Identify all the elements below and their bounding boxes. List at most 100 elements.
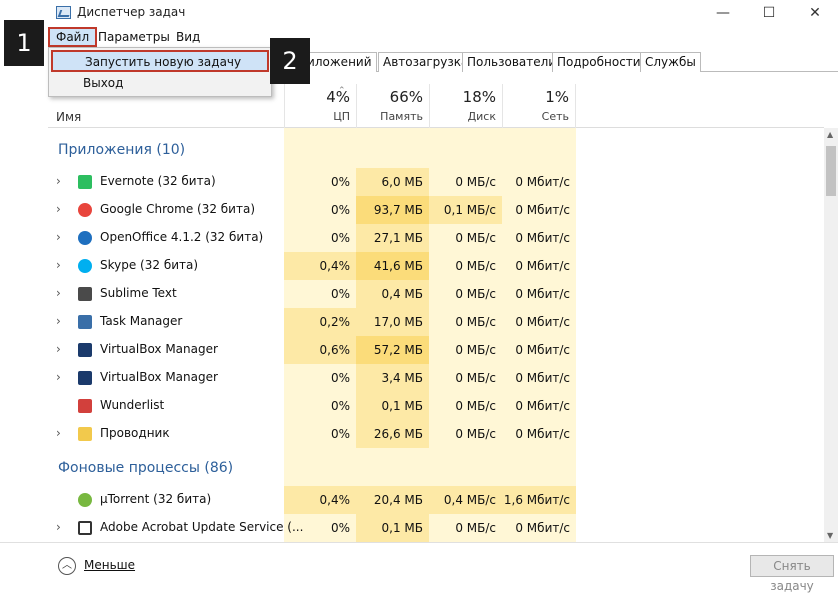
cell-mem: 20,4 МБ <box>356 486 429 514</box>
cell-mem: 17,0 МБ <box>356 308 429 336</box>
scrollbar[interactable]: ▲ ▼ <box>824 128 838 542</box>
cpu-total: 4% <box>326 88 350 106</box>
network-total: 1% <box>545 88 569 106</box>
table-row[interactable]: › Skype (32 бита) 0,4% 41,6 МБ 0 МБ/с 0 Мбит/… <box>48 252 824 280</box>
maximize-button[interactable]: ☐ <box>762 5 776 21</box>
disk-label: Диск <box>467 110 496 123</box>
table-row[interactable]: › Adobe Acrobat Update Service (... 0% 0,1 … <box>48 514 824 542</box>
cell-net: 0 Мбит/с <box>515 231 570 245</box>
minimize-button[interactable]: — <box>716 5 730 21</box>
chevron-right-icon[interactable]: › <box>56 314 61 328</box>
table-row[interactable]: µTorrent (32 бита) 0,4% 20,4 МБ 0,4 МБ/с 1,6… <box>48 486 824 514</box>
table-row[interactable]: › VirtualBox Manager 0% 3,4 МБ 0 МБ/с 0 Мбит/… <box>48 364 824 392</box>
table-row[interactable]: › OpenOffice 4.1.2 (32 бита) 0% 27,1 МБ 0 МБ… <box>48 224 824 252</box>
cell-mem: 6,0 МБ <box>356 168 429 196</box>
table-row[interactable]: › VirtualBox Manager 0,6% 57,2 МБ 0 МБ/с 0 Мб… <box>48 336 824 364</box>
sublime-icon <box>78 287 92 301</box>
task-manager-icon <box>56 6 71 19</box>
cell-disk: 0 МБ/с <box>455 521 496 535</box>
cell-mem: 27,1 МБ <box>356 224 429 252</box>
cell-net: 0 Мбит/с <box>515 371 570 385</box>
cell-cpu: 0,4% <box>284 486 356 514</box>
chevron-right-icon[interactable]: › <box>56 426 61 440</box>
scroll-down-icon[interactable]: ▼ <box>827 531 834 540</box>
column-network[interactable]: 1% Сеть <box>502 84 576 128</box>
cell-net: 0 Мбит/с <box>515 203 570 217</box>
cell-net: 0 Мбит/с <box>515 259 570 273</box>
column-cpu[interactable]: 4% ЦП <box>284 84 356 128</box>
cell-disk: 0 МБ/с <box>455 371 496 385</box>
cell-net: 0 Мбит/с <box>515 343 570 357</box>
chevron-right-icon[interactable]: › <box>56 286 61 300</box>
tab-startup[interactable]: Автозагрузка <box>378 52 474 72</box>
column-name[interactable]: Имя <box>56 110 82 124</box>
chrome-icon <box>78 203 92 217</box>
cell-mem: 0,4 МБ <box>356 280 429 308</box>
wunderlist-icon <box>78 399 92 413</box>
chevron-right-icon[interactable]: › <box>56 174 61 188</box>
cell-cpu: 0% <box>330 371 350 385</box>
table-row[interactable]: › Task Manager 0,2% 17,0 МБ 0 МБ/с 0 Мбит/с <box>48 308 824 336</box>
run-new-task-item[interactable]: Запустить новую задачу <box>51 50 269 72</box>
chevron-right-icon[interactable]: › <box>56 230 61 244</box>
group-background[interactable]: Фоновые процессы (86) <box>58 460 234 476</box>
cell-disk: 0 МБ/с <box>455 175 496 189</box>
table-row[interactable]: › Sublime Text 0% 0,4 МБ 0 МБ/с 0 Мбит/с <box>48 280 824 308</box>
task-manager-icon <box>78 315 92 329</box>
cell-net: 0 Мбит/с <box>515 175 570 189</box>
cell-mem: 0,1 МБ <box>356 514 429 542</box>
cell-cpu: 0% <box>330 399 350 413</box>
table-row[interactable]: › Evernote (32 бита) 0% 6,0 МБ 0 МБ/с 0 Мбит/… <box>48 168 824 196</box>
cell-disk: 0 МБ/с <box>455 287 496 301</box>
menu-view[interactable]: Вид <box>176 30 201 44</box>
chevron-right-icon[interactable]: › <box>56 520 61 534</box>
cell-cpu: 0% <box>330 231 350 245</box>
cell-disk: 0,4 МБ/с <box>429 486 502 514</box>
column-memory[interactable]: 66% Память <box>356 84 429 128</box>
chevron-right-icon[interactable]: › <box>56 202 61 216</box>
scroll-up-icon[interactable]: ▲ <box>827 130 834 139</box>
table-row[interactable]: Wunderlist 0% 0,1 МБ 0 МБ/с 0 Мбит/с <box>48 392 824 420</box>
cell-net: 0 Мбит/с <box>515 427 570 441</box>
column-disk[interactable]: 18% Диск <box>429 84 502 128</box>
process-name: µTorrent (32 бита) <box>100 492 212 506</box>
menu-options[interactable]: Параметры <box>98 30 170 44</box>
virtualbox-icon <box>78 371 92 385</box>
tab-services[interactable]: Службы <box>640 52 701 72</box>
process-name: VirtualBox Manager <box>100 342 218 356</box>
chevron-up-icon[interactable]: ︿ <box>58 557 76 575</box>
cell-cpu: 0% <box>330 175 350 189</box>
memory-label: Память <box>380 110 423 123</box>
cell-net: 0 Мбит/с <box>515 287 570 301</box>
cell-mem: 57,2 МБ <box>356 336 429 364</box>
end-task-button[interactable]: Снять задачу <box>750 555 834 593</box>
chevron-right-icon[interactable]: › <box>56 342 61 356</box>
menu-bar: Файл Параметры Вид <box>0 27 838 47</box>
process-name: Evernote (32 бита) <box>100 174 216 188</box>
tab-details[interactable]: Подробности <box>552 52 646 72</box>
cell-disk: 0 МБ/с <box>455 259 496 273</box>
chevron-right-icon[interactable]: › <box>56 370 61 384</box>
tab-users[interactable]: Пользователи <box>462 52 562 72</box>
fewer-details-link[interactable]: Меньше <box>84 558 136 572</box>
column-header: ⌃ Имя 4% ЦП 66% Память 18% Диск 1% Сеть <box>48 84 824 128</box>
memory-total: 66% <box>389 88 423 106</box>
group-apps[interactable]: Приложения (10) <box>58 142 186 158</box>
cell-cpu: 0% <box>330 521 350 535</box>
exit-item[interactable]: Выход <box>83 76 124 90</box>
openoffice-icon <box>78 231 92 245</box>
cell-mem: 93,7 МБ <box>356 196 429 224</box>
chevron-right-icon[interactable]: › <box>56 258 61 272</box>
step-badge-2: 2 <box>270 38 310 84</box>
scroll-thumb[interactable] <box>826 146 836 196</box>
cell-cpu: 0% <box>330 203 350 217</box>
close-button[interactable]: ✕ <box>809 5 821 21</box>
skype-icon <box>78 259 92 273</box>
table-row[interactable]: › Google Chrome (32 бита) 0% 93,7 МБ 0,1 МБ/… <box>48 196 824 224</box>
menu-file[interactable]: Файл <box>48 27 98 47</box>
cell-mem: 3,4 МБ <box>356 364 429 392</box>
footer: ︿ Меньше Снять задачу <box>0 542 838 593</box>
sort-arrow-icon: ⌃ <box>338 86 346 96</box>
cell-cpu: 0,6% <box>284 336 356 364</box>
table-row[interactable]: › Проводник 0% 26,6 МБ 0 МБ/с 0 Мбит/с <box>48 420 824 448</box>
